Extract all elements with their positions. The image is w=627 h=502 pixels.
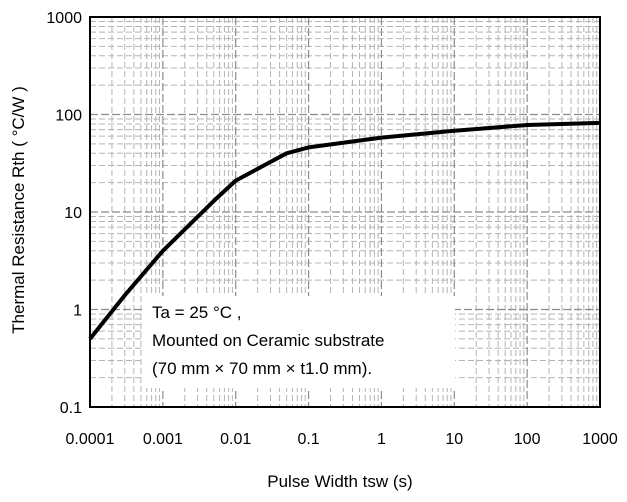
annotation-background <box>143 296 455 388</box>
y-tick-label: 10 <box>64 205 82 222</box>
x-axis-title: Pulse Width tsw (s) <box>267 472 412 491</box>
y-axis-title: Thermal Resistance Rth ( °C/W ) <box>9 86 28 334</box>
series-layer <box>88 120 601 341</box>
y-tick-label: 100 <box>55 108 82 125</box>
x-tick-labels: 0.0001 0.001 0.01 0.1 1 10 100 1000 <box>66 431 618 448</box>
x-tick-label: 0.01 <box>220 431 251 448</box>
x-tick-label: 10 <box>445 431 463 448</box>
series-line-1 <box>88 120 601 341</box>
y-tick-label: 0.1 <box>60 400 82 417</box>
annotation-line-3: (70 mm × 70 mm × t1.0 mm). <box>152 359 372 378</box>
x-tick-label: 100 <box>514 431 541 448</box>
annotation-line-1: Ta = 25 °C , <box>152 303 241 322</box>
x-tick-label: 1000 <box>582 431 618 448</box>
x-tick-label: 1 <box>377 431 386 448</box>
y-tick-label: 1000 <box>46 10 82 27</box>
x-tick-label: 0.0001 <box>66 431 115 448</box>
plot-frame <box>89 16 601 408</box>
annotation-line-2: Mounted on Ceramic substrate <box>152 331 384 350</box>
y-tick-label: 1 <box>73 303 82 320</box>
annotation-box: Ta = 25 °C , Mounted on Ceramic substrat… <box>143 296 455 388</box>
x-tick-label: 0.1 <box>297 431 319 448</box>
y-tick-labels: 0.1 1 10 100 1000 <box>46 10 82 417</box>
x-tick-label: 0.001 <box>143 431 183 448</box>
